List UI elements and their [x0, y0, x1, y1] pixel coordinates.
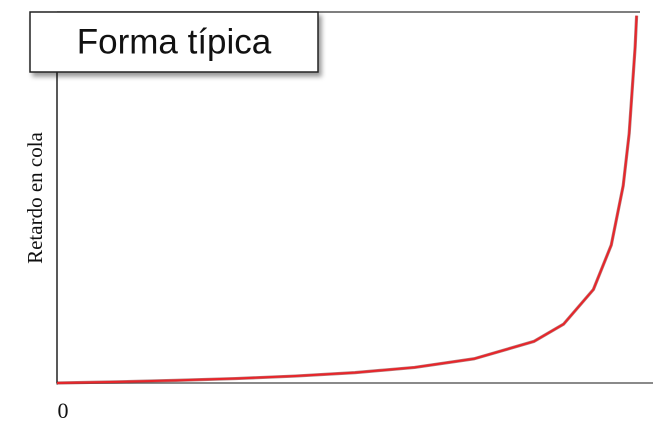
x-ticks: 0: [56, 383, 69, 423]
lines: [56, 15, 639, 385]
x-tick-label: 0: [58, 398, 69, 423]
line: [56, 15, 638, 384]
title-frame: [29, 11, 319, 73]
y-axis-label: Retardo en cola: [23, 131, 47, 263]
title-box: Forma típica: [29, 11, 319, 73]
chart-title: Forma típica: [77, 22, 272, 61]
